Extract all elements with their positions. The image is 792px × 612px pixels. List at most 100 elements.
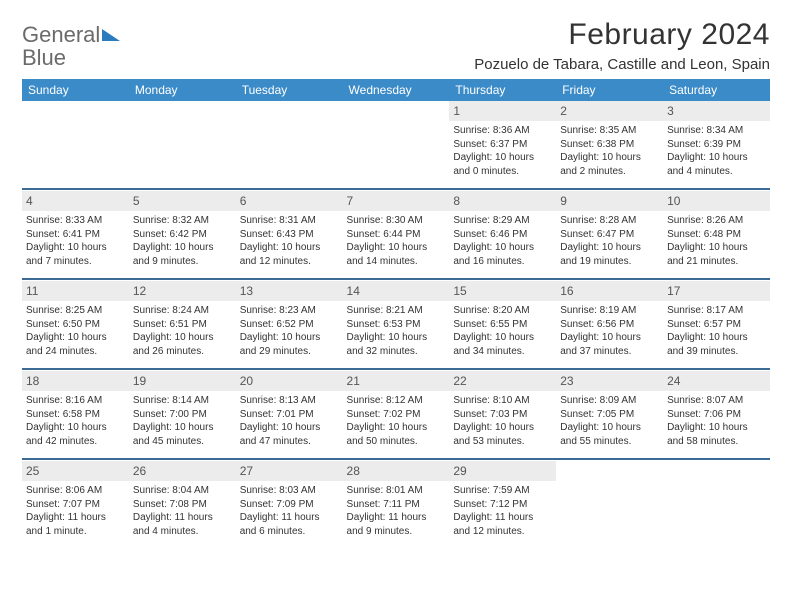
day-detail: Sunset: 6:37 PM	[453, 138, 552, 152]
calendar-cell: 23Sunrise: 8:09 AMSunset: 7:05 PMDayligh…	[556, 371, 663, 459]
day-detail: Sunset: 6:58 PM	[26, 408, 125, 422]
calendar-cell: 7Sunrise: 8:30 AMSunset: 6:44 PMDaylight…	[343, 191, 450, 279]
weekday-sat: Saturday	[663, 79, 770, 101]
day-detail: Sunrise: 8:12 AM	[347, 394, 446, 408]
day-number: 2	[556, 101, 663, 121]
day-detail: Sunset: 6:53 PM	[347, 318, 446, 332]
calendar-cell: 3Sunrise: 8:34 AMSunset: 6:39 PMDaylight…	[663, 101, 770, 189]
day-detail: Daylight: 10 hours	[667, 151, 766, 165]
calendar-week: 4Sunrise: 8:33 AMSunset: 6:41 PMDaylight…	[22, 191, 770, 279]
weekday-wed: Wednesday	[343, 79, 450, 101]
day-detail: and 2 minutes.	[560, 165, 659, 179]
day-detail: Daylight: 10 hours	[133, 241, 232, 255]
calendar-cell: 13Sunrise: 8:23 AMSunset: 6:52 PMDayligh…	[236, 281, 343, 369]
day-number: 8	[449, 191, 556, 211]
day-number: 18	[22, 371, 129, 391]
day-detail: and 1 minute.	[26, 525, 125, 539]
day-detail: and 6 minutes.	[240, 525, 339, 539]
day-number: 14	[343, 281, 450, 301]
day-detail: Sunset: 7:09 PM	[240, 498, 339, 512]
calendar-cell: 19Sunrise: 8:14 AMSunset: 7:00 PMDayligh…	[129, 371, 236, 459]
calendar-cell: 28Sunrise: 8:01 AMSunset: 7:11 PMDayligh…	[343, 461, 450, 549]
calendar-cell: 5Sunrise: 8:32 AMSunset: 6:42 PMDaylight…	[129, 191, 236, 279]
logo-word2: Blue	[22, 45, 66, 70]
calendar-cell	[556, 461, 663, 549]
day-number: 24	[663, 371, 770, 391]
calendar-cell	[663, 461, 770, 549]
day-detail: Daylight: 10 hours	[26, 421, 125, 435]
day-detail: Sunset: 6:51 PM	[133, 318, 232, 332]
calendar-cell: 21Sunrise: 8:12 AMSunset: 7:02 PMDayligh…	[343, 371, 450, 459]
day-detail: Sunrise: 8:24 AM	[133, 304, 232, 318]
day-detail: Daylight: 11 hours	[133, 511, 232, 525]
calendar-week: 18Sunrise: 8:16 AMSunset: 6:58 PMDayligh…	[22, 371, 770, 459]
logo-mark-icon	[102, 29, 120, 41]
day-detail: Sunrise: 8:20 AM	[453, 304, 552, 318]
day-detail: and 24 minutes.	[26, 345, 125, 359]
day-number: 7	[343, 191, 450, 211]
day-number: 11	[22, 281, 129, 301]
logo-word1: General	[22, 22, 100, 47]
day-detail: and 39 minutes.	[667, 345, 766, 359]
day-detail: Sunset: 6:39 PM	[667, 138, 766, 152]
day-detail: Sunrise: 8:17 AM	[667, 304, 766, 318]
day-number: 15	[449, 281, 556, 301]
day-detail: Sunrise: 8:07 AM	[667, 394, 766, 408]
day-detail: Sunset: 7:06 PM	[667, 408, 766, 422]
day-detail: and 26 minutes.	[133, 345, 232, 359]
calendar-cell: 25Sunrise: 8:06 AMSunset: 7:07 PMDayligh…	[22, 461, 129, 549]
day-detail: Sunrise: 8:10 AM	[453, 394, 552, 408]
day-detail: Sunset: 6:47 PM	[560, 228, 659, 242]
day-detail: Daylight: 10 hours	[453, 151, 552, 165]
day-detail: Daylight: 10 hours	[667, 241, 766, 255]
calendar-cell: 26Sunrise: 8:04 AMSunset: 7:08 PMDayligh…	[129, 461, 236, 549]
day-detail: Sunrise: 8:29 AM	[453, 214, 552, 228]
calendar-cell: 1Sunrise: 8:36 AMSunset: 6:37 PMDaylight…	[449, 101, 556, 189]
day-detail: and 58 minutes.	[667, 435, 766, 449]
calendar-cell: 12Sunrise: 8:24 AMSunset: 6:51 PMDayligh…	[129, 281, 236, 369]
calendar-table: Sunday Monday Tuesday Wednesday Thursday…	[22, 79, 770, 549]
calendar-cell	[22, 101, 129, 189]
day-detail: Sunrise: 8:14 AM	[133, 394, 232, 408]
day-detail: Sunset: 6:44 PM	[347, 228, 446, 242]
day-detail: Daylight: 10 hours	[667, 421, 766, 435]
calendar-cell: 15Sunrise: 8:20 AMSunset: 6:55 PMDayligh…	[449, 281, 556, 369]
day-detail: Sunrise: 8:13 AM	[240, 394, 339, 408]
day-detail: Daylight: 10 hours	[453, 421, 552, 435]
day-detail: Sunset: 6:48 PM	[667, 228, 766, 242]
day-detail: Daylight: 10 hours	[347, 421, 446, 435]
day-number: 23	[556, 371, 663, 391]
day-detail: Daylight: 10 hours	[453, 241, 552, 255]
day-detail: Sunrise: 8:31 AM	[240, 214, 339, 228]
day-number: 28	[343, 461, 450, 481]
day-detail: Sunrise: 8:04 AM	[133, 484, 232, 498]
weekday-row: Sunday Monday Tuesday Wednesday Thursday…	[22, 79, 770, 101]
calendar-cell: 20Sunrise: 8:13 AMSunset: 7:01 PMDayligh…	[236, 371, 343, 459]
day-number: 5	[129, 191, 236, 211]
day-detail: Sunset: 6:41 PM	[26, 228, 125, 242]
day-number: 13	[236, 281, 343, 301]
day-detail: Sunset: 6:56 PM	[560, 318, 659, 332]
day-detail: and 7 minutes.	[26, 255, 125, 269]
weekday-mon: Monday	[129, 79, 236, 101]
day-detail: Sunrise: 8:30 AM	[347, 214, 446, 228]
calendar-cell: 24 Sunrise: 8:07 AMSunset: 7:06 PMDayligh…	[663, 371, 770, 459]
calendar-cell: 14Sunrise: 8:21 AMSunset: 6:53 PMDayligh…	[343, 281, 450, 369]
logo-text: General Blue	[22, 24, 120, 70]
calendar-cell	[236, 101, 343, 189]
day-detail: and 21 minutes.	[667, 255, 766, 269]
day-detail: Sunrise: 8:06 AM	[26, 484, 125, 498]
page-header: General Blue February 2024 Pozuelo de Ta…	[22, 18, 770, 73]
calendar-cell: 6Sunrise: 8:31 AMSunset: 6:43 PMDaylight…	[236, 191, 343, 279]
day-detail: Sunrise: 8:32 AM	[133, 214, 232, 228]
day-number: 26	[129, 461, 236, 481]
calendar-cell: 2Sunrise: 8:35 AMSunset: 6:38 PMDaylight…	[556, 101, 663, 189]
day-detail: and 9 minutes.	[347, 525, 446, 539]
calendar-cell: 10Sunrise: 8:26 AMSunset: 6:48 PMDayligh…	[663, 191, 770, 279]
month-title: February 2024	[474, 18, 770, 52]
day-detail: Sunset: 6:55 PM	[453, 318, 552, 332]
day-detail: Sunrise: 8:01 AM	[347, 484, 446, 498]
calendar-week: 1Sunrise: 8:36 AMSunset: 6:37 PMDaylight…	[22, 101, 770, 189]
day-detail: Sunset: 6:38 PM	[560, 138, 659, 152]
calendar-cell: 27Sunrise: 8:03 AMSunset: 7:09 PMDayligh…	[236, 461, 343, 549]
